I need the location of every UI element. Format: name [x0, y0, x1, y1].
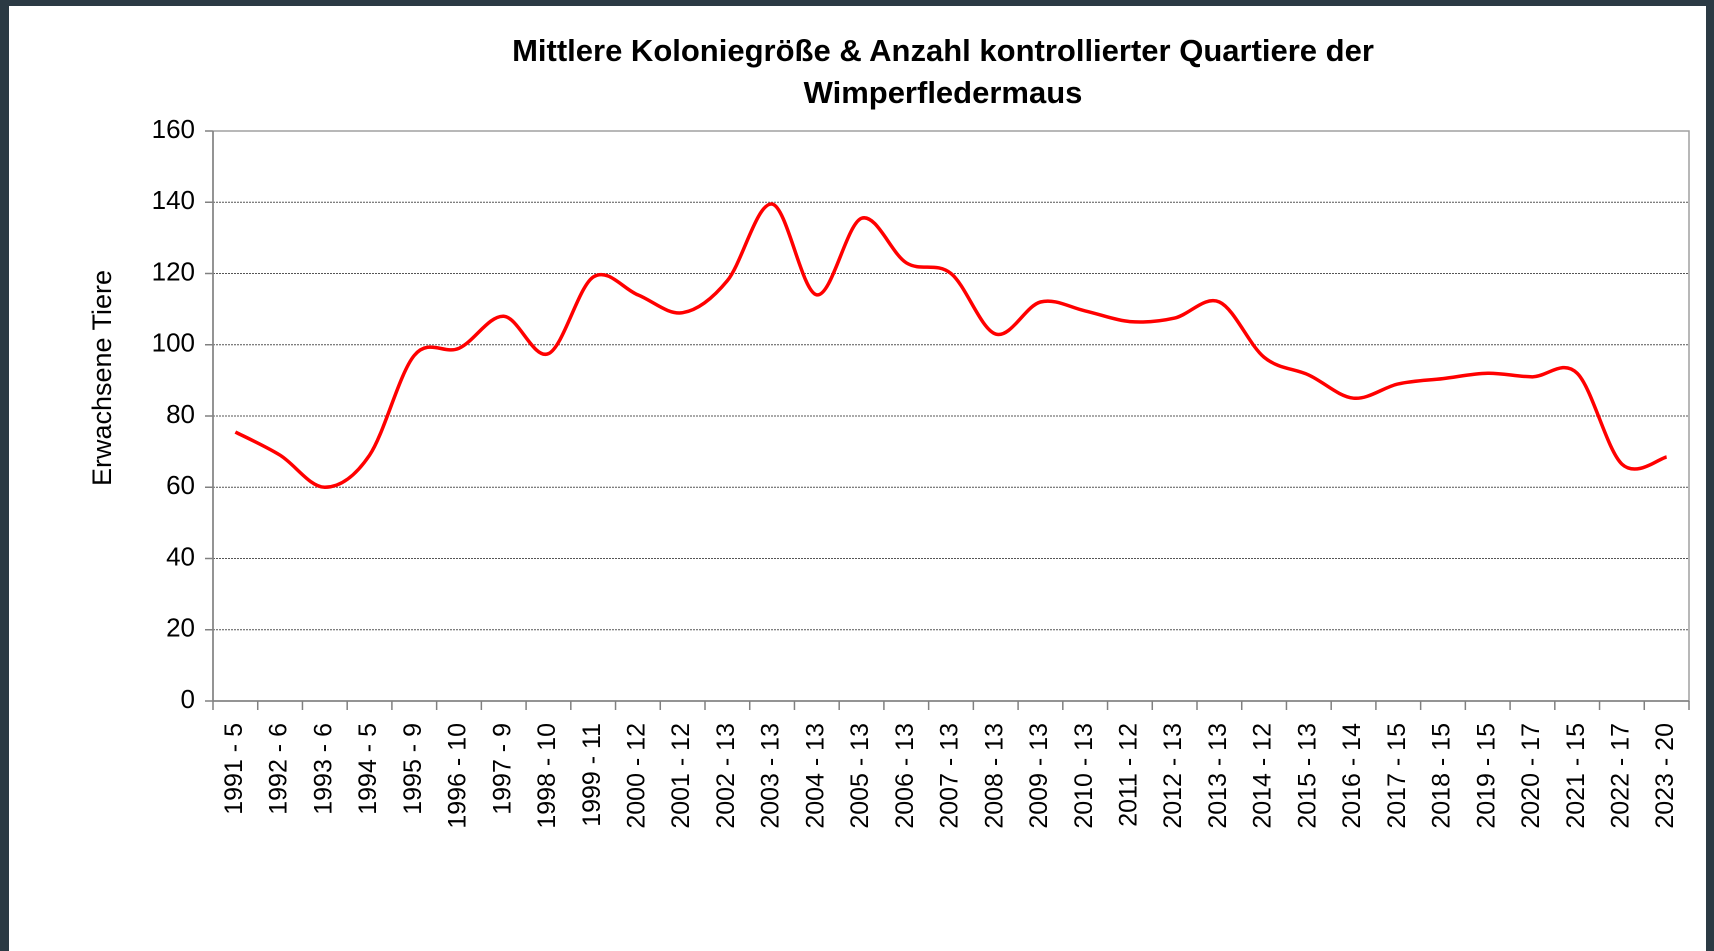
- x-tick-label: 2013 - 13: [1204, 723, 1232, 829]
- x-tick-label: 1999 - 11: [578, 723, 606, 827]
- x-tick-label: 2004 - 13: [801, 723, 829, 829]
- x-tick-label: 2001 - 12: [667, 723, 695, 829]
- x-tick-label: 2005 - 13: [846, 723, 874, 829]
- x-tick-label: 2008 - 13: [980, 723, 1008, 829]
- x-tick-label: 2011 - 12: [1115, 723, 1143, 827]
- x-tick-label: 2019 - 15: [1472, 723, 1500, 829]
- x-tick-label: 1995 - 9: [399, 723, 427, 815]
- x-tick-label: 1997 - 9: [488, 723, 516, 815]
- chart-title: Mittlere Koloniegröße & Anzahl kontrolli…: [512, 33, 1374, 110]
- x-tick-label: 2020 - 17: [1517, 723, 1545, 829]
- y-tick-label: 60: [166, 470, 195, 500]
- y-tick-label: 40: [166, 541, 195, 571]
- y-tick-label: 20: [166, 613, 195, 643]
- x-tick-label: 1998 - 10: [533, 723, 561, 829]
- y-tick-label: 140: [152, 185, 195, 215]
- x-tick-label: 2014 - 12: [1249, 723, 1277, 829]
- x-tick-label: 1993 - 6: [309, 723, 337, 815]
- x-tick-label: 2006 - 13: [891, 723, 919, 829]
- x-tick-label: 2016 - 14: [1338, 723, 1366, 829]
- x-tick-label: 2015 - 13: [1293, 723, 1321, 829]
- x-tick-label: 2007 - 13: [936, 723, 964, 829]
- x-tick-label: 2000 - 12: [623, 723, 651, 829]
- x-tick-label: 1994 - 5: [354, 723, 382, 815]
- y-axis-title: Erwachsene Tiere: [87, 270, 117, 486]
- x-tick-label: 2010 - 13: [1070, 723, 1098, 829]
- x-tick-label: 1992 - 6: [265, 723, 293, 815]
- x-tick-label: 2023 - 20: [1651, 723, 1679, 829]
- y-tick-label: 80: [166, 399, 195, 429]
- x-tick-label: 2012 - 13: [1159, 723, 1187, 829]
- x-tick-label: 1996 - 10: [444, 723, 472, 829]
- y-tick-label: 120: [152, 256, 195, 286]
- line: [234, 202, 1668, 489]
- y-tick-label: 100: [152, 328, 195, 358]
- x-tick-label: 2002 - 13: [712, 723, 740, 829]
- x-tick-label: 2021 - 15: [1562, 723, 1590, 829]
- y-tick-label: 0: [181, 684, 195, 714]
- x-tick-label: 2003 - 13: [757, 723, 785, 829]
- x-tick-label: 2017 - 15: [1383, 723, 1411, 829]
- x-tick-label: 2022 - 17: [1607, 723, 1635, 829]
- title-box: Mittlere Koloniegröße & Anzahl kontrolli…: [512, 33, 1374, 110]
- x-tick-label: 2018 - 15: [1428, 723, 1456, 829]
- x-tick-label: 2009 - 13: [1025, 723, 1053, 829]
- y-tick-label: 160: [152, 114, 195, 144]
- background: [9, 6, 1706, 951]
- x-tick-label: 1991 - 5: [220, 723, 248, 815]
